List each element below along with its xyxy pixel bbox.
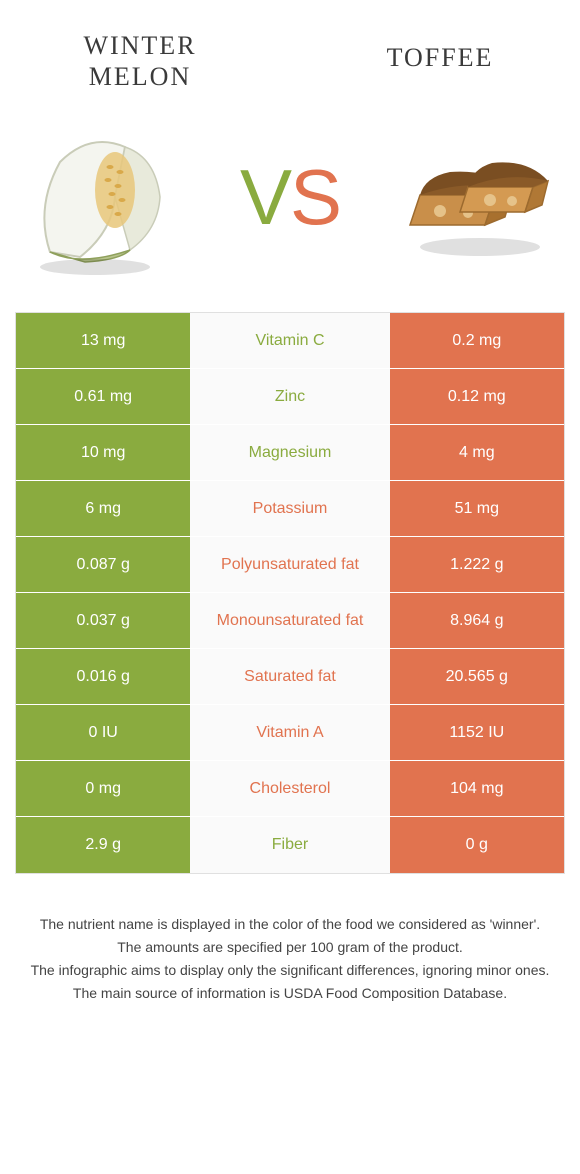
cell-nutrient-label: Saturated fat bbox=[190, 649, 389, 704]
cell-nutrient-label: Monounsaturated fat bbox=[190, 593, 389, 648]
toffee-image bbox=[390, 112, 560, 282]
table-row: 0.037 gMonounsaturated fat8.964 g bbox=[16, 593, 564, 649]
cell-nutrient-label: Vitamin A bbox=[190, 705, 389, 760]
table-row: 13 mgVitamin C0.2 mg bbox=[16, 313, 564, 369]
vs-label: VS bbox=[240, 152, 340, 243]
title-left: Wintermelon bbox=[50, 30, 230, 92]
cell-left-value: 13 mg bbox=[16, 313, 190, 368]
cell-nutrient-label: Potassium bbox=[190, 481, 389, 536]
table-row: 0.016 gSaturated fat20.565 g bbox=[16, 649, 564, 705]
cell-right-value: 1.222 g bbox=[390, 537, 564, 592]
table-row: 6 mgPotassium51 mg bbox=[16, 481, 564, 537]
infographic-root: Wintermelon Toffee bbox=[0, 0, 580, 1026]
header: Wintermelon Toffee bbox=[0, 0, 580, 102]
table-row: 10 mgMagnesium4 mg bbox=[16, 425, 564, 481]
cell-right-value: 104 mg bbox=[390, 761, 564, 816]
hero-row: VS bbox=[0, 102, 580, 312]
cell-left-value: 0.087 g bbox=[16, 537, 190, 592]
table-row: 0 mgCholesterol104 mg bbox=[16, 761, 564, 817]
cell-nutrient-label: Polyunsaturated fat bbox=[190, 537, 389, 592]
table-row: 0.087 gPolyunsaturated fat1.222 g bbox=[16, 537, 564, 593]
cell-left-value: 0.61 mg bbox=[16, 369, 190, 424]
cell-right-value: 0.2 mg bbox=[390, 313, 564, 368]
cell-left-value: 10 mg bbox=[16, 425, 190, 480]
footnote-line: The nutrient name is displayed in the co… bbox=[30, 914, 550, 935]
cell-right-value: 4 mg bbox=[390, 425, 564, 480]
table-row: 2.9 gFiber0 g bbox=[16, 817, 564, 873]
cell-left-value: 0.037 g bbox=[16, 593, 190, 648]
footnote-line: The main source of information is USDA F… bbox=[30, 983, 550, 1004]
footnote-line: The infographic aims to display only the… bbox=[30, 960, 550, 981]
table-row: 0.61 mgZinc0.12 mg bbox=[16, 369, 564, 425]
cell-right-value: 51 mg bbox=[390, 481, 564, 536]
vs-v: V bbox=[240, 152, 290, 243]
cell-left-value: 6 mg bbox=[16, 481, 190, 536]
cell-right-value: 0.12 mg bbox=[390, 369, 564, 424]
winter-melon-image bbox=[20, 112, 190, 282]
cell-nutrient-label: Fiber bbox=[190, 817, 389, 873]
nutrition-table: 13 mgVitamin C0.2 mg0.61 mgZinc0.12 mg10… bbox=[15, 312, 565, 874]
title-right: Toffee bbox=[350, 42, 530, 73]
footnote-line: The amounts are specified per 100 gram o… bbox=[30, 937, 550, 958]
table-row: 0 IUVitamin A1152 IU bbox=[16, 705, 564, 761]
cell-nutrient-label: Zinc bbox=[190, 369, 389, 424]
cell-left-value: 0.016 g bbox=[16, 649, 190, 704]
vs-s: S bbox=[290, 152, 340, 243]
footnotes: The nutrient name is displayed in the co… bbox=[0, 874, 580, 1026]
cell-left-value: 0 IU bbox=[16, 705, 190, 760]
cell-nutrient-label: Vitamin C bbox=[190, 313, 389, 368]
cell-right-value: 1152 IU bbox=[390, 705, 564, 760]
cell-right-value: 20.565 g bbox=[390, 649, 564, 704]
cell-nutrient-label: Magnesium bbox=[190, 425, 389, 480]
cell-left-value: 2.9 g bbox=[16, 817, 190, 873]
cell-nutrient-label: Cholesterol bbox=[190, 761, 389, 816]
cell-left-value: 0 mg bbox=[16, 761, 190, 816]
cell-right-value: 0 g bbox=[390, 817, 564, 873]
cell-right-value: 8.964 g bbox=[390, 593, 564, 648]
